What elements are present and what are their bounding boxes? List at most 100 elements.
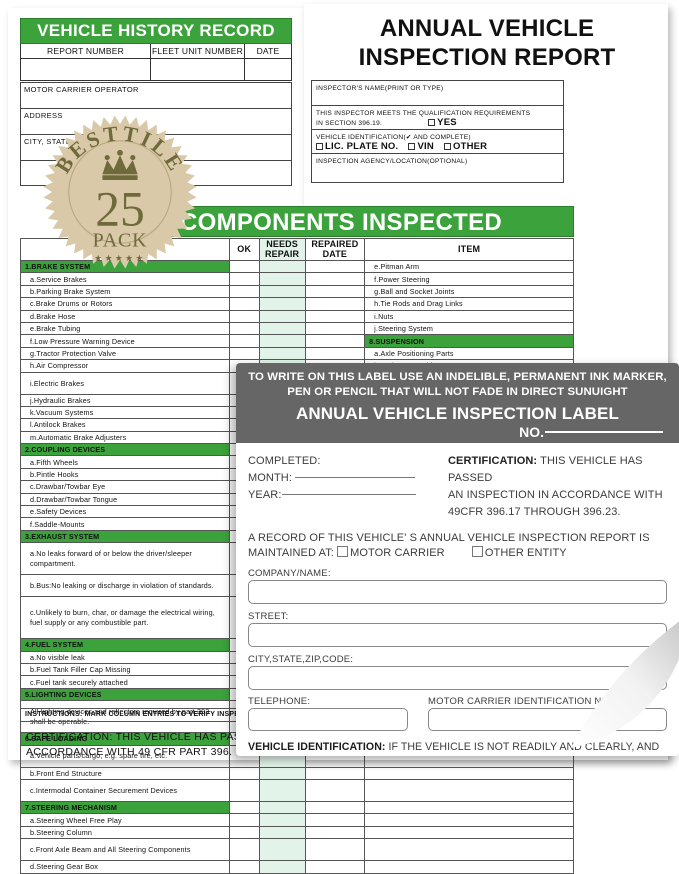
needs-repair-cell[interactable]: [258, 766, 306, 780]
vid-option-other[interactable]: OTHER: [443, 141, 487, 152]
ok-checkbox-cell[interactable]: [228, 309, 260, 323]
street-input[interactable]: [248, 623, 667, 647]
item-cell-left: e.Brake Tubing: [20, 321, 230, 336]
repaired-date-cell[interactable]: [304, 284, 366, 299]
components-inspected-banner: COMPONENTS INSPECTED: [108, 206, 574, 237]
record-option-label: OTHER ENTITY: [484, 547, 567, 559]
city-state-zip-input[interactable]: [248, 666, 667, 690]
item-cell-left: b.Bus:No leaking or discharge in violati…: [20, 574, 230, 598]
record-option-other-entity[interactable]: OTHER ENTITY: [471, 546, 567, 559]
ok-checkbox-cell[interactable]: [228, 825, 260, 840]
checkbox-icon: [408, 143, 416, 150]
vid-option-vin[interactable]: VIN: [408, 141, 434, 152]
inspector-name-field[interactable]: INSPECTOR'S NAME(PRINT OR TYPE): [311, 80, 564, 105]
needs-repair-cell[interactable]: [258, 309, 306, 323]
needs-repair-cell[interactable]: [258, 825, 306, 840]
needs-repair-cell[interactable]: [258, 778, 306, 802]
empty-cell: [364, 778, 574, 802]
record-option-motor-carrier[interactable]: MOTOR CARRIER: [337, 546, 445, 559]
svg-text:PACK: PACK: [93, 229, 148, 251]
needs-repair-cell[interactable]: [258, 860, 306, 874]
ok-checkbox-cell[interactable]: [228, 838, 260, 862]
ok-checkbox-cell[interactable]: [228, 284, 260, 299]
item-cell-left: c.Front Axle Beam and All Steering Compo…: [20, 838, 230, 862]
seal-graphic: BESTTILE 25 PACK ★★★★★: [43, 115, 197, 269]
street-label: STREET:: [248, 611, 289, 622]
needs-repair-cell[interactable]: [258, 334, 306, 348]
repaired-date-cell[interactable]: [304, 813, 366, 827]
qualification-row: THIS INSPECTOR MEETS THE QUALIFICATION R…: [311, 105, 564, 129]
ok-checkbox-cell[interactable]: [228, 321, 260, 336]
label-warning-line1: TO WRITE ON THIS LABEL USE AN INDELIBLE,…: [248, 371, 667, 383]
item-cell-right: h.Tie Rods and Drag Links: [364, 297, 574, 311]
repaired-date-cell[interactable]: [304, 825, 366, 840]
table-row: d.Brake Hose i.Nuts: [20, 309, 574, 323]
ok-checkbox-cell[interactable]: [228, 346, 260, 361]
item-cell-left: b.Fuel Tank Filler Cap Missing: [20, 662, 230, 677]
mcid-input[interactable]: [428, 708, 667, 731]
needs-repair-cell[interactable]: [258, 346, 306, 361]
section-header-right: 8.SUSPENSION: [364, 334, 574, 348]
repaired-date-cell[interactable]: [304, 334, 366, 348]
svg-text:25: 25: [95, 182, 145, 237]
repaired-date-cell[interactable]: [304, 778, 366, 802]
needs-repair-cell[interactable]: [258, 800, 306, 815]
certification-line3: 49CFR 396.17 THROUGH 396.23.: [448, 506, 621, 518]
item-cell-left: k.Vacuum Systems: [20, 405, 230, 420]
month-field[interactable]: MONTH:: [248, 470, 448, 487]
repaired-date-cell[interactable]: [304, 838, 366, 862]
page-title-line1: ANNUAL VEHICLE: [379, 15, 595, 42]
repaired-date-cell[interactable]: [304, 297, 366, 311]
ok-checkbox-cell[interactable]: [228, 272, 260, 286]
ok-checkbox-cell[interactable]: [228, 800, 260, 815]
empty-cell: [364, 766, 574, 780]
label-warning-text: TO WRITE ON THIS LABEL USE AN INDELIBLE,…: [248, 370, 667, 400]
date-input[interactable]: [244, 59, 292, 81]
item-cell-left: f.Saddle-Mounts: [20, 517, 230, 531]
item-cell-left: d.Steering Gear Box: [20, 860, 230, 874]
repaired-date-cell[interactable]: [304, 346, 366, 361]
repaired-date-cell[interactable]: [304, 766, 366, 780]
vehicle-identification-row: VEHICLE IDENTIFICATION(✔ AND COMPLETE) L…: [311, 129, 564, 153]
page-title-line2: INSPECTION REPORT: [358, 44, 616, 71]
section-header-left: 3.EXHAUST SYSTEM: [20, 529, 230, 544]
table-row: e.Brake Tubing j.Steering System: [20, 321, 574, 336]
repaired-date-cell[interactable]: [304, 259, 366, 274]
ok-checkbox-cell[interactable]: [228, 766, 260, 780]
label-card-body: COMPLETED: MONTH: YEAR: CERTIFICATION: T…: [236, 443, 679, 756]
repaired-date-cell[interactable]: [304, 321, 366, 336]
repaired-date-cell[interactable]: [304, 860, 366, 874]
year-field[interactable]: YEAR:: [248, 487, 448, 504]
vid-option-lic-plate[interactable]: LIC. PLATE NO.: [316, 141, 398, 152]
record-line2-prefix: MAINTAINED AT:: [248, 547, 334, 559]
annual-vehicle-inspection-label-card: TO WRITE ON THIS LABEL USE AN INDELIBLE,…: [236, 363, 679, 756]
qualification-yes-checkbox[interactable]: YES: [428, 118, 457, 127]
repaired-date-cell[interactable]: [304, 309, 366, 323]
needs-repair-cell[interactable]: [258, 838, 306, 862]
qualification-line1: THIS INSPECTOR MEETS THE QUALIFICATION R…: [316, 110, 531, 117]
vehicle-identification-block: VEHICLE IDENTIFICATION: IF THE VEHICLE I…: [248, 740, 667, 756]
repaired-date-cell[interactable]: [304, 272, 366, 286]
year-rule: [281, 494, 416, 495]
company-name-input[interactable]: [248, 580, 667, 604]
fleet-unit-number-input[interactable]: [150, 59, 245, 81]
ok-checkbox-cell[interactable]: [228, 778, 260, 802]
needs-repair-cell[interactable]: [258, 284, 306, 299]
telephone-input[interactable]: [248, 708, 408, 731]
repaired-date-cell[interactable]: [304, 800, 366, 815]
motor-carrier-operator-field[interactable]: MOTOR CARRIER OPERATOR: [20, 82, 292, 108]
needs-repair-cell[interactable]: [258, 272, 306, 286]
ok-checkbox-cell[interactable]: [228, 813, 260, 827]
ok-checkbox-cell[interactable]: [228, 860, 260, 874]
inspection-agency-field[interactable]: INSPECTION AGENCY/LOCATION(OPTIONAL): [311, 153, 564, 183]
needs-repair-cell[interactable]: [258, 321, 306, 336]
needs-repair-cell[interactable]: [258, 297, 306, 311]
address-field[interactable]: ADDRESS: [20, 108, 292, 134]
needs-repair-cell[interactable]: [258, 259, 306, 274]
report-number-input[interactable]: [20, 59, 151, 81]
ok-checkbox-cell[interactable]: [228, 334, 260, 348]
label-number-field[interactable]: NO.: [248, 424, 667, 440]
ok-checkbox-cell[interactable]: [228, 259, 260, 274]
needs-repair-cell[interactable]: [258, 813, 306, 827]
ok-checkbox-cell[interactable]: [228, 297, 260, 311]
